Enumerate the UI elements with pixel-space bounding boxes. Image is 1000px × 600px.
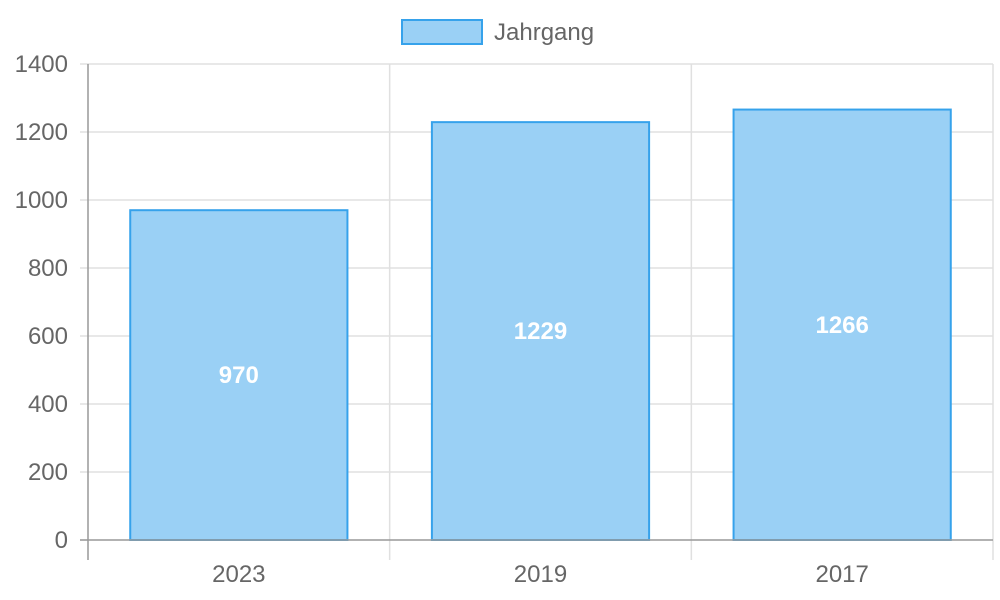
x-tick-label: 2023 (212, 561, 265, 588)
data-label-2023: 970 (219, 362, 259, 389)
legend-label: Jahrgang (494, 19, 594, 46)
bars (129, 108, 952, 541)
y-tick-label: 400 (28, 391, 68, 418)
x-axis-ticks: 2023 2019 2017 (212, 561, 869, 588)
x-tick-label: 2019 (514, 561, 567, 588)
y-tick-label: 1200 (15, 119, 68, 146)
data-label-2019: 1229 (514, 318, 567, 345)
y-tick-label: 0 (55, 527, 68, 554)
data-label-2017: 1266 (815, 312, 868, 339)
y-tick-label: 600 (28, 323, 68, 350)
bar-2019[interactable] (430, 121, 651, 541)
y-axis-ticks: 0 200 400 600 800 1000 1200 1400 (15, 51, 68, 554)
bar-2023[interactable] (129, 209, 349, 541)
axes (80, 64, 993, 560)
y-tick-label: 200 (28, 459, 68, 486)
data-labels: 970 1229 1266 (219, 312, 869, 389)
y-tick-label: 800 (28, 255, 68, 282)
x-tick-label: 2017 (815, 561, 868, 588)
y-tick-label: 1400 (15, 51, 68, 78)
bar-2017[interactable] (732, 108, 952, 541)
y-tick-label: 1000 (15, 187, 68, 214)
legend[interactable]: Jahrgang (401, 19, 594, 46)
legend-swatch (401, 19, 483, 45)
